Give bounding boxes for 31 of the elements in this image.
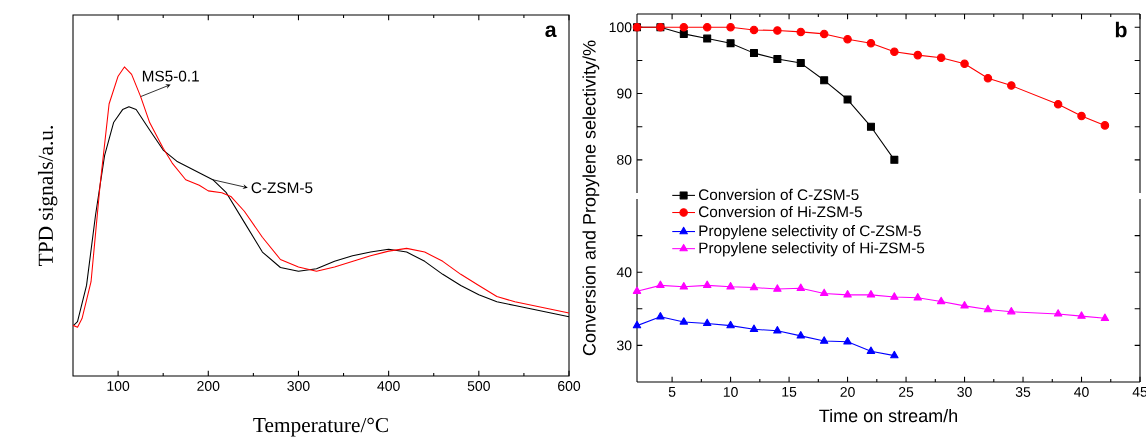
x-tick-label: 40 <box>1074 386 1089 397</box>
y-axis-title: TPD signals/a.u. <box>37 126 58 266</box>
x-axis-title: Temperature/°C <box>253 417 388 437</box>
legend-label: Conversion of Hi-ZSM-5 <box>698 205 862 218</box>
x-tick-label: 30 <box>957 386 972 397</box>
y-axis-title: Conversion and Propylene selectivity/% <box>582 40 600 356</box>
legend-label: Propylene selectivity of C-ZSM-5 <box>699 225 921 240</box>
x-tick-label: 20 <box>840 386 855 397</box>
x-tick-label: 400 <box>377 380 400 391</box>
y-tick-label: 90 <box>617 88 632 99</box>
x-tick-label: 500 <box>467 380 490 391</box>
x-tick-label: 25 <box>898 386 914 397</box>
y-tick-label: 30 <box>616 340 632 351</box>
y-tick-label: 40 <box>616 267 632 278</box>
x-tick-label: 5 <box>668 386 676 397</box>
annotation: b <box>1115 21 1127 38</box>
x-axis-title: Time on stream/h <box>819 408 958 423</box>
legend-label: Propylene selectivity of Hi-ZSM-5 <box>699 242 925 257</box>
x-tick-label: 300 <box>287 380 310 391</box>
y-tick-label: 80 <box>617 154 632 165</box>
legend-label: C-ZSM-5 <box>251 182 313 194</box>
legend-label: Conversion of C-ZSM-5 <box>698 188 859 201</box>
text: a <box>545 25 557 38</box>
x-tick-label: 10 <box>723 386 738 397</box>
x-tick-label: 200 <box>197 380 220 391</box>
x-tick-label: 15 <box>782 386 797 397</box>
x-tick-label: 35 <box>1015 386 1031 397</box>
x-tick-label: 100 <box>107 380 130 391</box>
series-label: MS5-0.1 <box>142 70 199 82</box>
x-tick-label: 600 <box>558 380 581 391</box>
y-tick-label: 100 <box>609 22 632 33</box>
